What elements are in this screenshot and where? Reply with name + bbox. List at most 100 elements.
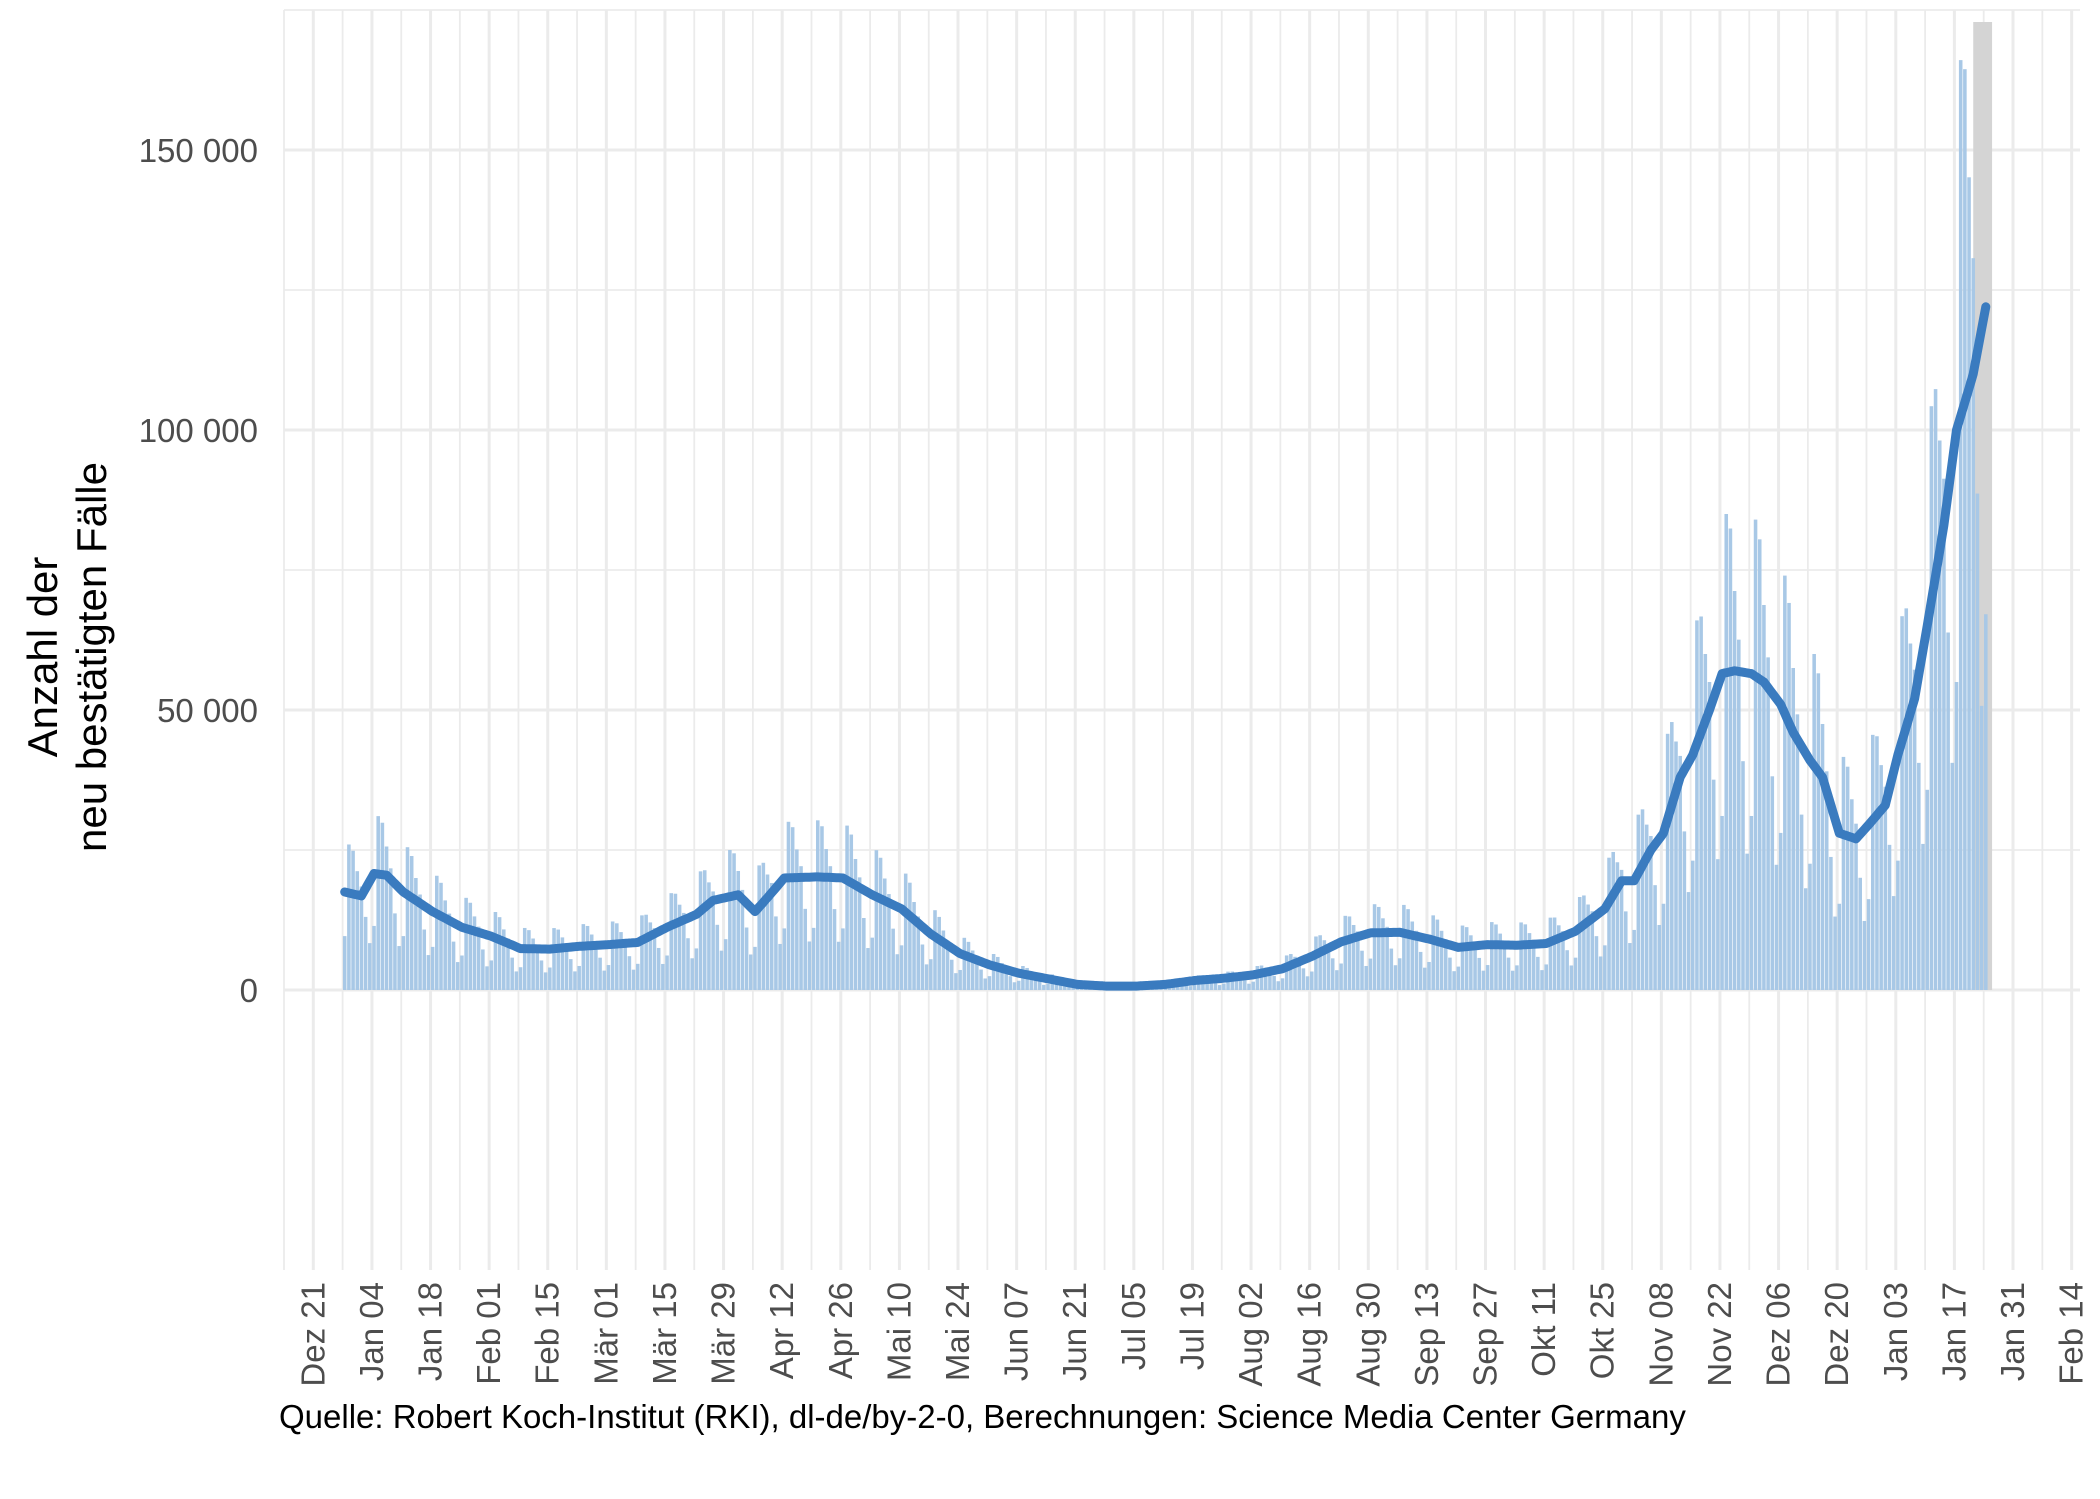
bar [1448, 957, 1452, 990]
bar [397, 946, 401, 990]
bar [769, 882, 774, 990]
bar [1037, 980, 1042, 990]
bar [447, 913, 452, 990]
x-tick-label: Jun 07 [998, 1282, 1035, 1381]
bar [1016, 980, 1021, 990]
bar [920, 944, 925, 990]
bar [853, 859, 858, 990]
bar [749, 954, 753, 990]
bar [1845, 766, 1850, 990]
bar [573, 971, 577, 990]
bar [1774, 864, 1779, 990]
bar [1548, 917, 1553, 990]
bar [1640, 809, 1645, 990]
bar [1276, 981, 1281, 990]
bar [1678, 755, 1682, 990]
bar [1946, 632, 1950, 990]
bar [539, 960, 544, 990]
x-tick-label: Jan 18 [412, 1282, 449, 1381]
bar [1217, 985, 1222, 990]
bar [1850, 799, 1854, 990]
bar [790, 827, 795, 990]
bar [631, 969, 636, 990]
x-tick-label: Mär 15 [646, 1282, 683, 1385]
bar [782, 928, 787, 990]
bar [1812, 654, 1816, 990]
bar [1590, 911, 1595, 990]
bar [1515, 965, 1519, 990]
bar [702, 870, 707, 990]
bar [1728, 528, 1733, 990]
bar [1410, 921, 1415, 990]
bar [1787, 602, 1791, 990]
bar [372, 925, 376, 990]
bar [435, 875, 439, 990]
bar [1695, 620, 1699, 990]
bar [761, 862, 766, 990]
bar [979, 969, 983, 990]
bar [1875, 736, 1879, 990]
bar [1385, 926, 1389, 990]
bar [1619, 869, 1624, 990]
bar [1649, 836, 1653, 990]
bar [1213, 981, 1218, 990]
x-tick-label: Mai 24 [939, 1282, 976, 1381]
bar [1879, 765, 1883, 990]
x-tick-label: Jul 05 [1115, 1282, 1152, 1370]
bar [627, 956, 632, 990]
bar [1360, 950, 1364, 990]
bar [1414, 930, 1419, 990]
bar [464, 897, 468, 990]
bar [937, 916, 941, 990]
bar [1460, 925, 1465, 990]
bar [606, 965, 611, 990]
bar [1071, 987, 1075, 990]
bar [916, 916, 921, 990]
bar [652, 928, 657, 990]
bar [669, 893, 674, 990]
bar [1870, 734, 1875, 990]
bar [1042, 984, 1046, 990]
bar [1297, 958, 1302, 990]
bar [983, 978, 988, 990]
bar [1644, 824, 1649, 990]
bar [640, 915, 644, 990]
y-tick-label: 50 000 [157, 692, 258, 729]
bar [1356, 931, 1360, 990]
bar [1561, 931, 1565, 990]
bar [1439, 930, 1444, 990]
bar [1376, 906, 1381, 990]
bar [426, 955, 431, 990]
trend-line-path [340, 302, 1991, 991]
bar [1690, 860, 1695, 990]
bar [1762, 605, 1766, 990]
bar [1330, 958, 1335, 990]
x-tick-label: Apr 26 [822, 1282, 859, 1379]
bar [1724, 514, 1729, 990]
bar [723, 939, 728, 990]
bar [1896, 860, 1900, 990]
bar [380, 822, 385, 990]
bar [707, 882, 711, 990]
bar [476, 926, 481, 990]
bar [895, 954, 900, 990]
x-tick-label: Jan 04 [353, 1282, 390, 1381]
bar [677, 904, 682, 990]
bar [1749, 815, 1754, 990]
bar [363, 916, 368, 990]
x-tick-label: Nov 08 [1642, 1282, 1679, 1387]
bar [1423, 967, 1427, 990]
bar [502, 929, 506, 990]
bar [1783, 575, 1787, 990]
bar [1929, 406, 1934, 990]
bar [1389, 948, 1394, 990]
bar [619, 932, 623, 990]
bar [1862, 920, 1867, 990]
bar [824, 849, 828, 990]
bar [493, 912, 498, 990]
bar [1963, 69, 1967, 990]
x-tick-label: Feb 01 [470, 1282, 507, 1385]
bar [949, 959, 954, 990]
bar [451, 941, 456, 990]
y-tick-label: 100 000 [139, 412, 258, 449]
